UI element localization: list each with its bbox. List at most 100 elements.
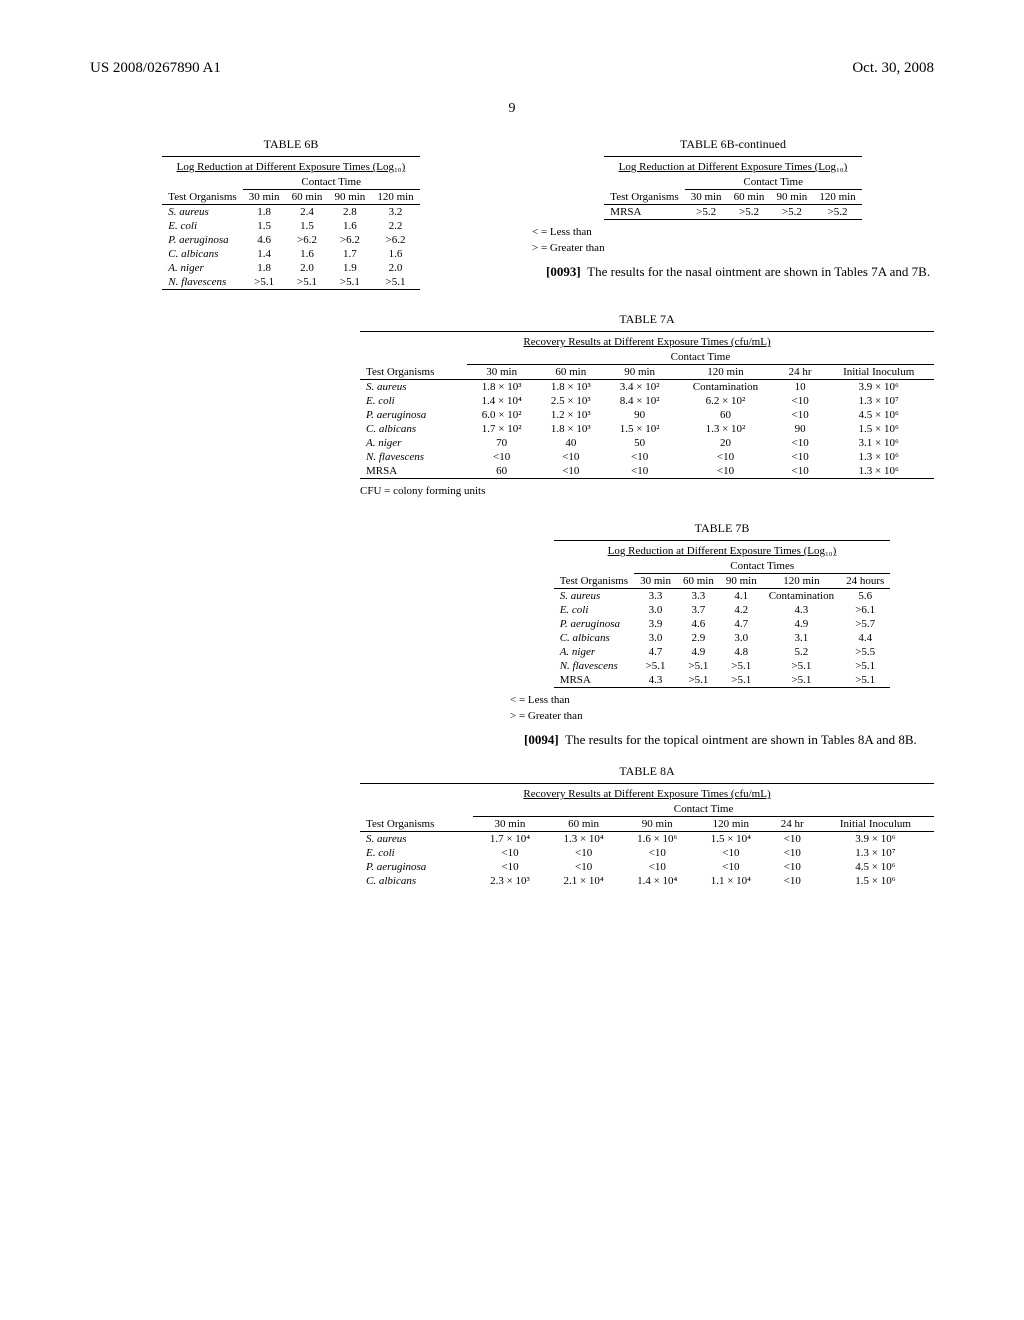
organism-cell: N. flavescens bbox=[162, 275, 242, 290]
value-cell: 2.5 × 10³ bbox=[536, 394, 605, 408]
table-row: P. aeruginosa3.94.64.74.9>5.7 bbox=[554, 617, 891, 631]
value-cell: <10 bbox=[777, 408, 823, 422]
value-cell: 20 bbox=[674, 436, 777, 450]
col-header: 30 min bbox=[685, 190, 728, 205]
value-cell: 3.9 × 10⁶ bbox=[817, 832, 934, 847]
value-cell: <10 bbox=[694, 860, 768, 874]
table-row: P. aeruginosa<10<10<10<10<104.5 × 10⁶ bbox=[360, 860, 934, 874]
value-cell: >5.2 bbox=[813, 205, 861, 220]
value-cell: <10 bbox=[547, 846, 621, 860]
col-header: 120 min bbox=[674, 365, 777, 380]
table-8a-subtitle: Recovery Results at Different Exposure T… bbox=[523, 788, 770, 800]
organism-cell: MRSA bbox=[554, 673, 634, 688]
value-cell: <10 bbox=[605, 464, 674, 479]
page-header: US 2008/0267890 A1 Oct. 30, 2008 bbox=[90, 60, 934, 77]
organism-cell: C. albicans bbox=[554, 631, 634, 645]
value-cell: 1.3 × 10⁷ bbox=[823, 394, 934, 408]
value-cell: 4.1 bbox=[720, 589, 763, 604]
value-cell: 4.3 bbox=[634, 673, 677, 688]
value-cell: <10 bbox=[694, 846, 768, 860]
value-cell: 6.2 × 10² bbox=[674, 394, 777, 408]
value-cell: <10 bbox=[620, 860, 694, 874]
value-cell: 3.0 bbox=[634, 603, 677, 617]
value-cell: 3.2 bbox=[371, 205, 419, 220]
table-7a-subtitle: Recovery Results at Different Exposure T… bbox=[523, 336, 770, 348]
organism-cell: C. albicans bbox=[162, 247, 242, 261]
table-row: S. aureus1.82.42.83.2 bbox=[162, 205, 419, 220]
col-header: 60 min bbox=[547, 817, 621, 832]
value-cell: <10 bbox=[547, 860, 621, 874]
value-cell: 1.8 × 10³ bbox=[536, 380, 605, 395]
footnote: > = Greater than bbox=[510, 710, 934, 722]
col-header: 30 min bbox=[467, 365, 537, 380]
value-cell: 3.3 bbox=[634, 589, 677, 604]
value-cell: 2.9 bbox=[677, 631, 720, 645]
organism-cell: E. coli bbox=[554, 603, 634, 617]
col-header: 120 min bbox=[813, 190, 861, 205]
value-cell: 1.3 × 10⁶ bbox=[823, 464, 934, 479]
value-cell: >5.1 bbox=[286, 275, 329, 290]
value-cell: 1.3 × 10⁴ bbox=[547, 832, 621, 847]
value-cell: >5.1 bbox=[840, 659, 890, 673]
value-cell: 1.5 × 10⁶ bbox=[817, 874, 934, 888]
organism-cell: P. aeruginosa bbox=[360, 860, 473, 874]
value-cell: 4.5 × 10⁶ bbox=[823, 408, 934, 422]
value-cell: 4.6 bbox=[677, 617, 720, 631]
value-cell: 1.2 × 10³ bbox=[536, 408, 605, 422]
organism-cell: A. niger bbox=[162, 261, 242, 275]
table-row: E. coli3.03.74.24.3>6.1 bbox=[554, 603, 891, 617]
value-cell: <10 bbox=[674, 450, 777, 464]
footnote: CFU = colony forming units bbox=[360, 485, 934, 497]
paragraph-94: [0094] The results for the topical ointm… bbox=[510, 732, 934, 748]
table-row: P. aeruginosa6.0 × 10²1.2 × 10³9060<104.… bbox=[360, 408, 934, 422]
value-cell: 3.7 bbox=[677, 603, 720, 617]
value-cell: >5.1 bbox=[763, 673, 840, 688]
value-cell: 4.9 bbox=[677, 645, 720, 659]
value-cell: >5.1 bbox=[720, 673, 763, 688]
para-num: [0094] bbox=[524, 732, 559, 747]
value-cell: >5.1 bbox=[677, 659, 720, 673]
value-cell: >6.2 bbox=[286, 233, 329, 247]
value-cell: >6.2 bbox=[371, 233, 419, 247]
value-cell: >5.1 bbox=[763, 659, 840, 673]
col-header: 30 min bbox=[473, 817, 547, 832]
col-header: 90 min bbox=[620, 817, 694, 832]
para-text: The results for the nasal ointment are s… bbox=[587, 264, 930, 279]
value-cell: 1.3 × 10⁶ bbox=[823, 450, 934, 464]
value-cell: 6.0 × 10² bbox=[467, 408, 537, 422]
col-header: 60 min bbox=[536, 365, 605, 380]
value-cell: >5.1 bbox=[634, 659, 677, 673]
col-header: 60 min bbox=[728, 190, 771, 205]
col-header: 30 min bbox=[634, 574, 677, 589]
value-cell: 1.6 bbox=[286, 247, 329, 261]
value-cell: 90 bbox=[605, 408, 674, 422]
table-8a-caption: TABLE 8A bbox=[360, 764, 934, 779]
table-6b-cont: Log Reduction at Different Exposure Time… bbox=[604, 156, 861, 222]
value-cell: >5.2 bbox=[728, 205, 771, 220]
table-row: N. flavescens>5.1>5.1>5.1>5.1 bbox=[162, 275, 419, 290]
value-cell: 4.7 bbox=[720, 617, 763, 631]
table-6b: Log Reduction at Different Exposure Time… bbox=[162, 156, 419, 292]
footnote: < = Less than bbox=[532, 226, 934, 238]
value-cell: 5.2 bbox=[763, 645, 840, 659]
value-cell: 3.9 × 10⁶ bbox=[823, 380, 934, 395]
group-header: Contact Time bbox=[467, 350, 934, 365]
table-row: E. coli1.51.51.62.2 bbox=[162, 219, 419, 233]
value-cell: 1.3 × 10² bbox=[674, 422, 777, 436]
value-cell: 3.0 bbox=[634, 631, 677, 645]
col-header: Test Organisms bbox=[554, 574, 634, 589]
organism-cell: N. flavescens bbox=[554, 659, 634, 673]
value-cell: 2.2 bbox=[371, 219, 419, 233]
value-cell: 1.6 bbox=[328, 219, 371, 233]
organism-cell: E. coli bbox=[162, 219, 242, 233]
value-cell: 1.8 bbox=[243, 205, 286, 220]
value-cell: 2.8 bbox=[328, 205, 371, 220]
value-cell: 4.3 bbox=[763, 603, 840, 617]
value-cell: >5.5 bbox=[840, 645, 890, 659]
organism-cell: MRSA bbox=[360, 464, 467, 479]
value-cell: <10 bbox=[777, 450, 823, 464]
table-row: A. niger4.74.94.85.2>5.5 bbox=[554, 645, 891, 659]
value-cell: >6.2 bbox=[328, 233, 371, 247]
value-cell: 60 bbox=[674, 408, 777, 422]
value-cell: 10 bbox=[777, 380, 823, 395]
